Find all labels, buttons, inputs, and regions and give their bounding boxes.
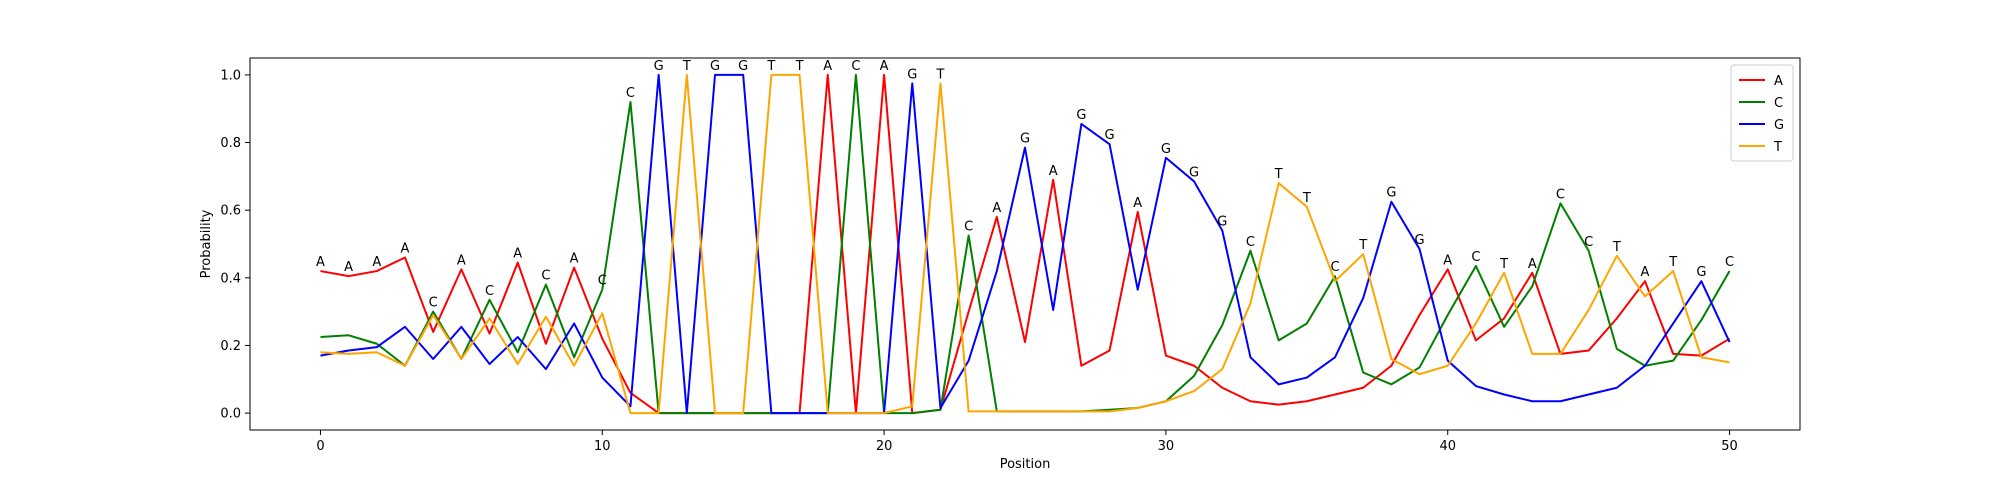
point-label: T: [935, 67, 944, 82]
point-label: T: [1358, 238, 1367, 253]
x-tick-label: 0: [316, 439, 324, 454]
plot-lines: [320, 73, 1731, 415]
point-label: G: [1189, 165, 1199, 180]
point-label: A: [401, 242, 410, 257]
y-tick-label: 0.8: [220, 136, 241, 151]
point-label: C: [964, 220, 973, 235]
point-label: G: [1161, 142, 1171, 157]
point-label: A: [457, 253, 466, 268]
point-label: C: [1246, 235, 1255, 250]
x-tick-label: 10: [594, 439, 611, 454]
point-label: G: [1076, 108, 1086, 123]
point-label: C: [626, 86, 635, 101]
point-labels: A A A A C A C A C A C C G T G G T T A C A G T C A G A G G A G G G C T T C T G G…: [316, 59, 1734, 311]
point-label: A: [823, 59, 832, 74]
y-tick-label: 0.6: [220, 204, 241, 219]
point-label: T: [795, 59, 804, 74]
point-label: C: [485, 284, 494, 299]
series-line-C: [320, 73, 1731, 415]
point-label: A: [513, 247, 522, 262]
point-label: C: [541, 269, 550, 284]
y-tick-label: 0.4: [220, 271, 241, 286]
series-line-A: [320, 73, 1731, 415]
point-label: C: [1330, 260, 1339, 275]
point-label: G: [907, 67, 917, 82]
y-axis: 0.0 0.2 0.4 0.6 0.8 1.0: [220, 68, 250, 422]
point-label: T: [682, 59, 691, 74]
point-label: T: [1302, 191, 1311, 206]
point-label: A: [880, 59, 889, 74]
point-label: C: [1584, 235, 1593, 250]
point-label: A: [1049, 164, 1058, 179]
point-label: C: [598, 274, 607, 289]
x-axis: 0 10 20 30 40 50: [316, 430, 1738, 454]
point-label: G: [1415, 233, 1425, 248]
point-label: A: [372, 255, 381, 270]
legend-label-T: T: [1773, 140, 1782, 155]
point-label: G: [1105, 128, 1115, 143]
legend-label-C: C: [1774, 96, 1783, 111]
legend-label-G: G: [1774, 118, 1784, 133]
point-label: G: [710, 59, 720, 74]
y-tick-label: 0.2: [220, 339, 241, 354]
point-label: C: [1556, 187, 1565, 202]
point-label: A: [316, 255, 325, 270]
point-label: T: [1499, 257, 1508, 272]
point-label: A: [992, 201, 1001, 216]
point-label: T: [1668, 255, 1677, 270]
plot-frame: [249, 57, 1801, 431]
y-tick-label: 0.0: [220, 407, 241, 422]
point-label: A: [1528, 257, 1537, 272]
x-tick-label: 50: [1721, 439, 1738, 454]
legend-frame: [1730, 64, 1794, 162]
legend-label-A: A: [1774, 74, 1783, 89]
series-line-T: [320, 73, 1730, 415]
x-tick-label: 20: [876, 439, 893, 454]
point-label: C: [851, 59, 860, 74]
point-label: C: [1471, 250, 1480, 265]
point-label: G: [1020, 132, 1030, 147]
x-tick-label: 30: [1158, 439, 1175, 454]
point-label: C: [1725, 255, 1734, 270]
point-label: A: [344, 260, 353, 275]
y-axis-label: Probability: [199, 209, 214, 278]
point-label: G: [1386, 186, 1396, 201]
point-label: T: [1612, 240, 1621, 255]
x-tick-label: 40: [1439, 439, 1456, 454]
point-label: A: [570, 252, 579, 267]
x-axis-label: Position: [1000, 457, 1051, 472]
point-label: G: [654, 59, 664, 74]
point-label: T: [1274, 167, 1283, 182]
point-label: G: [1217, 214, 1227, 229]
point-label: G: [738, 59, 748, 74]
point-label: G: [1696, 265, 1706, 280]
point-label: A: [1641, 265, 1650, 280]
y-tick-label: 1.0: [220, 68, 241, 83]
point-label: A: [1133, 196, 1142, 211]
point-label: T: [766, 59, 775, 74]
point-label: C: [429, 296, 438, 311]
series-line-G: [320, 73, 1731, 415]
point-label: A: [1443, 253, 1452, 268]
